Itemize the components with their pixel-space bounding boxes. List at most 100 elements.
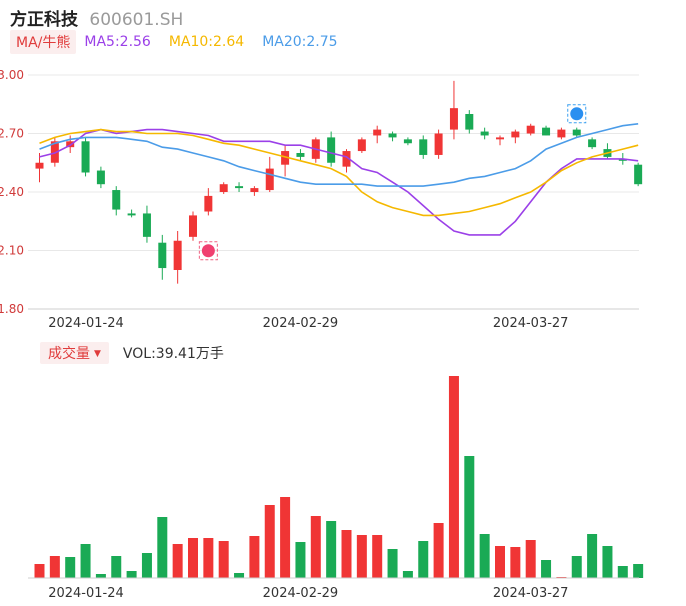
volume-bar — [295, 542, 306, 578]
volume-bar — [218, 541, 229, 578]
ma20-line — [39, 123, 639, 187]
candle-body — [388, 133, 397, 138]
volume-bar — [111, 556, 122, 578]
volume-bar — [541, 560, 552, 578]
candle-body — [572, 129, 581, 136]
candle-body — [511, 131, 520, 138]
volume-bar — [172, 544, 183, 578]
ma5-line — [39, 128, 639, 236]
candle-body — [465, 114, 474, 130]
candle-body — [189, 215, 197, 237]
volume-bar — [65, 557, 76, 578]
volume-bar — [264, 505, 275, 578]
candle-body — [265, 168, 274, 191]
price-tick-label: 2.10 — [0, 244, 24, 258]
volume-bar — [464, 456, 475, 578]
candle-body — [142, 213, 151, 237]
volume-bar — [617, 566, 628, 578]
candle-body — [81, 141, 90, 173]
volume-bar — [80, 544, 91, 578]
candle-body — [50, 141, 59, 163]
ma5-legend: MA5:2.56 — [84, 34, 151, 50]
volume-bar — [402, 571, 413, 578]
volume-bar — [495, 546, 505, 578]
sell-signal-frame — [567, 104, 587, 124]
candle-body — [373, 129, 382, 136]
bear-signal-icon — [570, 107, 584, 121]
candle-body — [419, 139, 428, 155]
candle-body — [204, 195, 213, 212]
volume-bar — [372, 535, 383, 578]
stock-header: 方正科技 600601.SH — [10, 5, 183, 30]
candle-body — [542, 127, 551, 136]
volume-date-label: 2024-03-27 — [493, 586, 569, 601]
volume-tag-label: 成交量 — [48, 346, 90, 362]
volume-bar — [433, 523, 444, 578]
volume-bar — [34, 564, 45, 578]
volume-bar — [203, 538, 214, 578]
candle-body — [327, 137, 336, 163]
volume-date-label: 2024-01-24 — [48, 586, 124, 601]
volume-bar — [356, 535, 367, 578]
candle-body — [357, 139, 366, 152]
candle-body — [35, 162, 44, 169]
candle-body — [434, 133, 443, 155]
volume-bar — [525, 540, 536, 578]
volume-bar — [448, 376, 459, 578]
volume-value: VOL:39.41万手 — [122, 346, 224, 362]
candle-body — [158, 242, 167, 269]
ma10-legend: MA10:2.64 — [168, 34, 245, 50]
volume-bar — [249, 536, 260, 578]
caret-down-icon: ▼ — [94, 349, 101, 359]
candle-body — [235, 186, 244, 189]
ma-toggle-tag[interactable]: MA/牛熊 — [10, 30, 77, 54]
candle-body — [96, 170, 105, 185]
volume-bar — [141, 553, 152, 578]
ma20-legend: MA20:2.75 — [262, 34, 338, 50]
volume-bar — [602, 546, 613, 578]
volume-bar — [49, 556, 60, 578]
volume-bar — [510, 547, 521, 578]
volume-bar — [326, 521, 337, 578]
price-date-label: 2024-01-24 — [48, 316, 124, 331]
bull-signal-icon — [201, 244, 215, 258]
price-tick-label: 2.40 — [0, 185, 24, 199]
volume-legend: 成交量 ▼ VOL:39.41万手 — [40, 342, 224, 364]
price-tick-label: 1.80 — [0, 302, 24, 316]
price-date-label: 2024-03-27 — [493, 316, 569, 331]
volume-bar — [280, 497, 291, 578]
volume-indicator-dropdown[interactable]: 成交量 ▼ — [40, 342, 109, 364]
candle-body — [127, 213, 136, 216]
stock-name: 方正科技 — [10, 10, 78, 30]
candle-body — [219, 184, 228, 192]
volume-bar — [479, 534, 490, 578]
candle-body — [526, 125, 535, 134]
candle-body — [250, 188, 259, 192]
candle-body — [342, 151, 351, 167]
ma10-line — [39, 128, 639, 217]
candle-body — [588, 139, 597, 148]
volume-bar — [587, 534, 598, 578]
candle-body — [296, 153, 305, 157]
volume-bar — [234, 573, 245, 578]
buy-signal-frame — [198, 241, 218, 261]
volume-bar — [418, 541, 429, 578]
candle-body — [112, 190, 121, 210]
candle-body — [449, 108, 458, 130]
volume-bar — [633, 564, 644, 578]
candle-body — [281, 151, 290, 165]
volume-bar — [387, 549, 398, 578]
volume-bar — [310, 516, 321, 578]
candle-body — [496, 137, 504, 140]
volume-bar — [341, 530, 352, 578]
price-tick-label: 2.70 — [0, 127, 24, 141]
volume-bar — [126, 571, 137, 578]
volume-bar — [188, 538, 198, 578]
volume-bar — [571, 556, 582, 578]
candle-body — [403, 139, 412, 144]
candle-body — [557, 129, 566, 138]
candle-body — [173, 240, 182, 270]
stock-code: 600601.SH — [89, 10, 184, 30]
price-date-label: 2024-02-29 — [263, 316, 339, 331]
